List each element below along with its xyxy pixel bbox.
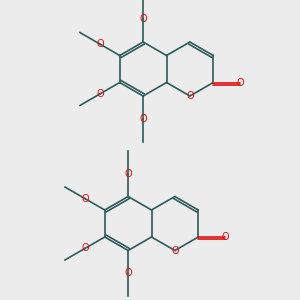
Text: O: O bbox=[96, 89, 104, 99]
Text: O: O bbox=[124, 169, 132, 178]
Text: O: O bbox=[139, 14, 147, 24]
Text: O: O bbox=[221, 232, 229, 242]
Text: O: O bbox=[186, 91, 194, 101]
Text: O: O bbox=[81, 194, 89, 203]
Text: O: O bbox=[124, 268, 132, 278]
Text: O: O bbox=[81, 244, 89, 254]
Text: O: O bbox=[171, 245, 179, 256]
Text: O: O bbox=[139, 114, 147, 124]
Text: O: O bbox=[96, 39, 104, 49]
Text: O: O bbox=[236, 77, 244, 88]
